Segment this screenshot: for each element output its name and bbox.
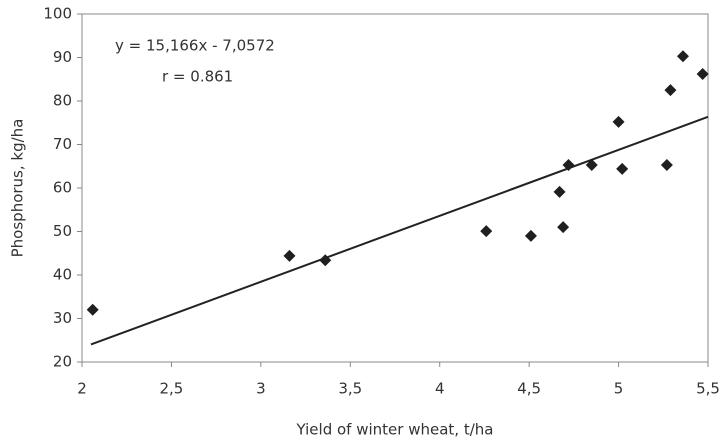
x-tick-label: 2,5 (159, 380, 183, 398)
x-tick-label: 2 (77, 380, 87, 398)
data-point (553, 185, 566, 198)
data-point (562, 158, 575, 171)
x-axis-title: Yield of winter wheat, t/ha (296, 421, 494, 439)
data-point (480, 225, 493, 238)
data-point (676, 50, 689, 63)
y-tick-label: 40 (53, 266, 72, 284)
data-point (319, 254, 332, 267)
data-point (612, 115, 625, 128)
y-axis-title: Phosphorus, kg/ha (9, 119, 27, 258)
x-tick-label: 5,5 (696, 380, 720, 398)
x-tick-label: 3 (256, 380, 266, 398)
y-tick-label: 60 (53, 179, 72, 197)
x-tick-label: 5 (614, 380, 624, 398)
trendline (90, 115, 709, 346)
y-tick-label: 70 (53, 135, 72, 153)
x-tick-label: 4 (435, 380, 445, 398)
data-point (557, 221, 570, 234)
data-point (524, 229, 537, 242)
equation-annotation: y = 15,166x - 7,0572 (115, 37, 275, 55)
x-tick-label: 3,5 (338, 380, 362, 398)
y-tick-label: 20 (53, 353, 72, 371)
y-tick-label: 50 (53, 222, 72, 240)
y-tick-label: 90 (53, 48, 72, 66)
data-point (86, 303, 99, 316)
data-point (585, 158, 598, 171)
plot-frame (81, 13, 709, 363)
data-point (283, 249, 296, 262)
x-tick-label: 4,5 (517, 380, 541, 398)
y-tick-label: 30 (53, 309, 72, 327)
data-point (616, 162, 629, 175)
data-point (664, 84, 677, 97)
y-tick-label: 80 (53, 92, 72, 110)
data-point (660, 158, 673, 171)
data-point (696, 68, 709, 81)
y-tick-label: 100 (43, 5, 72, 23)
r-annotation: r = 0.861 (162, 68, 233, 86)
